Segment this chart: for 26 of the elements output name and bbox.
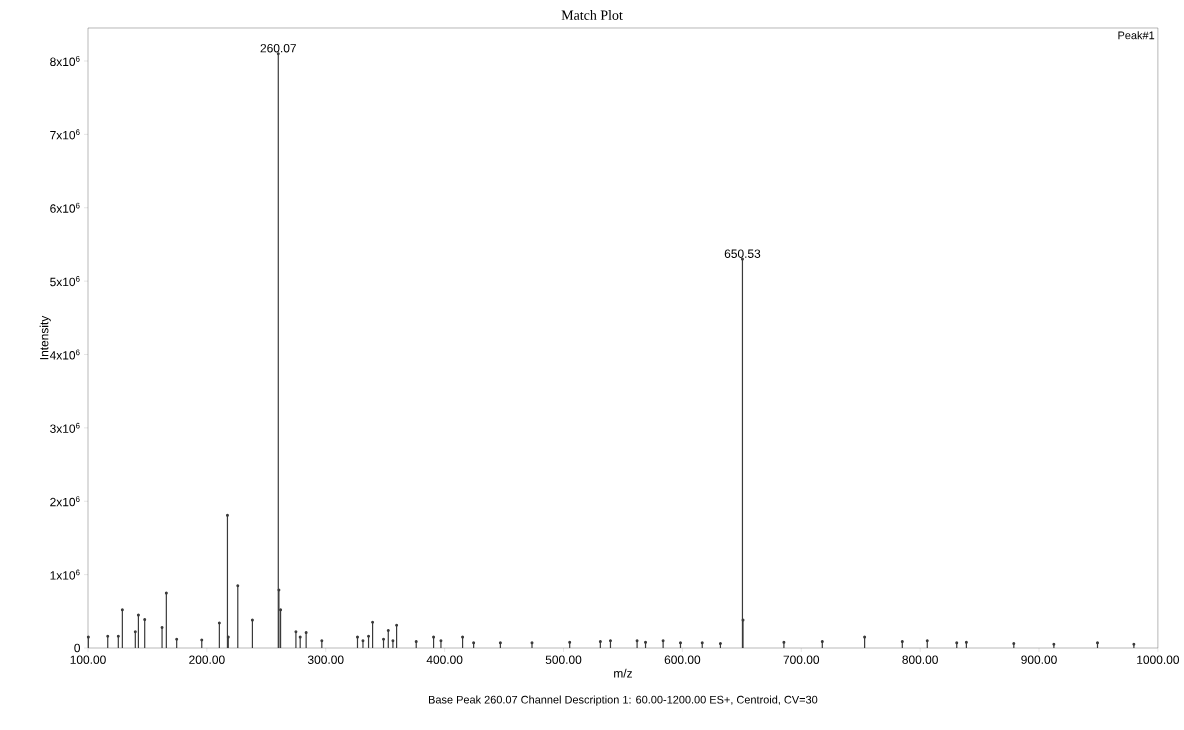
y-tick-label: 4x10$^{6}$ <box>49 349 80 360</box>
y-tick-label: 7x10$^{6}$ <box>50 129 80 140</box>
y-tick-label: 0 <box>74 643 81 653</box>
y-tick-label: 3x10$^{6}$ <box>50 422 80 433</box>
y-tick-label: 5x10$^{6}$ <box>50 276 80 287</box>
x-axis-title: m/z <box>614 668 632 678</box>
x-tick-label: 900.00 <box>1021 655 1057 664</box>
x-tick-label: 700.00 <box>783 655 820 664</box>
x-tick-label: 300.00 <box>307 655 344 664</box>
y-tick-label: 8x10$^{6}$ <box>50 56 80 67</box>
annotation: 650.53 <box>724 249 761 258</box>
x-tick-label: 100.00 <box>70 655 106 664</box>
y-axis-title: Intensity <box>39 315 51 360</box>
y-tick-label: 1x10$^{6}$ <box>50 569 80 580</box>
x-tick-label: 500.00 <box>545 655 582 664</box>
text: Base Peak 260.07 Channel Description 1: 60.00-1200.00 ES+, Centroid, CV=30 <box>429 695 818 706</box>
x-tick-label: 400.00 <box>426 655 463 664</box>
y-tick-label: 6x10$^{6}$ <box>50 202 80 213</box>
chart-title: Match Plot <box>561 10 623 20</box>
y-tick-label: 2x10$^{6}$ <box>50 496 80 507</box>
x-tick-label: 800.00 <box>902 655 938 664</box>
x-tick-label: 200.00 <box>189 655 225 664</box>
annotation: Peak#1 <box>1118 31 1155 40</box>
annotation: 260.07 <box>260 44 296 53</box>
x-tick-label: 600.00 <box>664 655 701 664</box>
x-tick-label: 1000.00 <box>1137 655 1180 664</box>
